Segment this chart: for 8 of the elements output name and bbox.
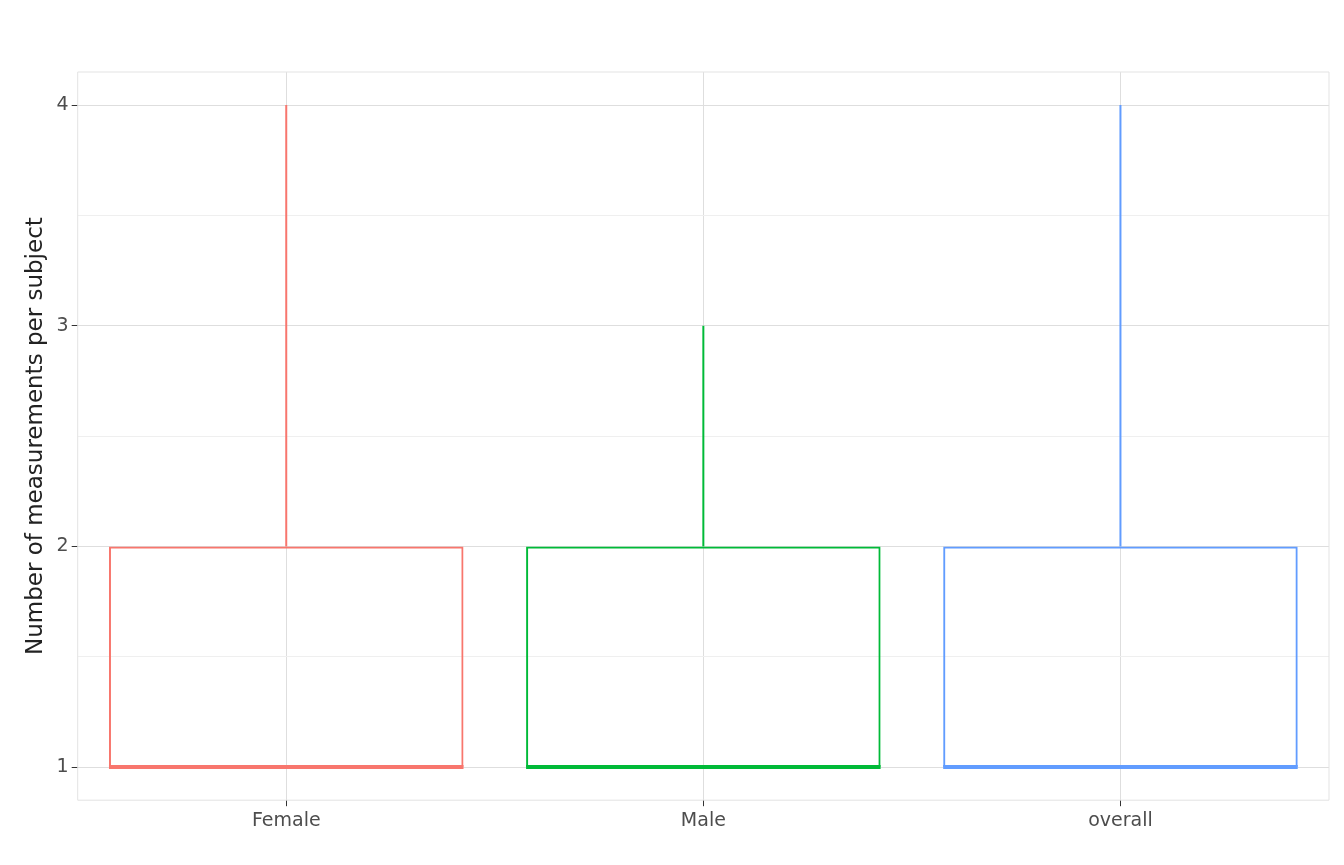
y-tick-label: 3 bbox=[56, 312, 69, 335]
y-tick-label: 4 bbox=[56, 92, 69, 115]
x-tick-label: Female bbox=[251, 807, 321, 830]
x-tick-label: overall bbox=[1088, 807, 1153, 830]
x-tick-label: Male bbox=[680, 807, 726, 830]
y-tick-label: 1 bbox=[56, 754, 69, 777]
y-tick-label: 2 bbox=[56, 533, 69, 556]
y-axis-title: Number of measurements per subject bbox=[20, 217, 47, 656]
